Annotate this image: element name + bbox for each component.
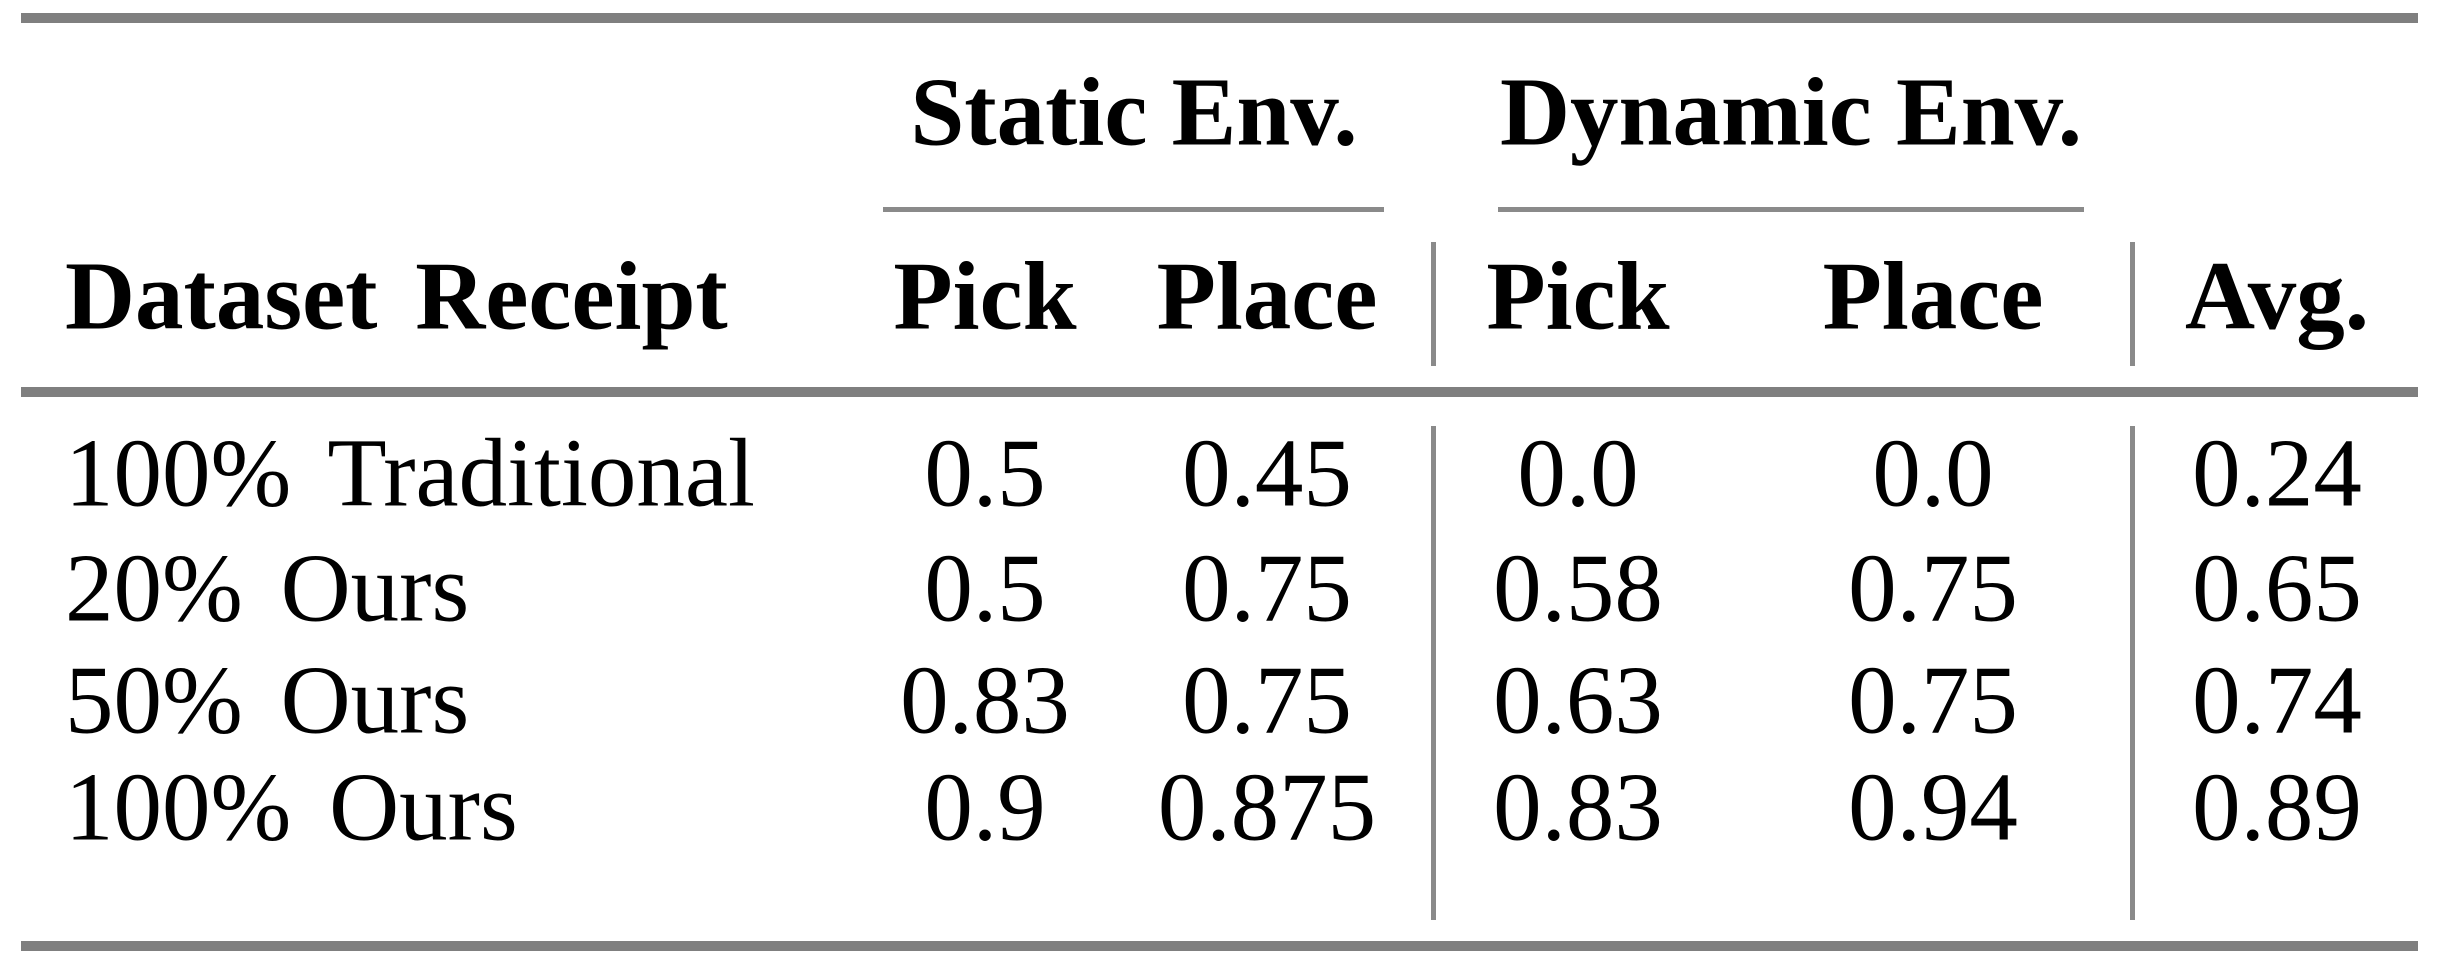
row-label: 100% Ours [65, 753, 518, 861]
vertical-separator-static-dynamic-body [1431, 426, 1436, 920]
table-cell: 0.94 [1848, 753, 2018, 861]
table-cell: 0.0 [1517, 419, 1639, 527]
table-cell: 0.9 [924, 753, 1046, 861]
table-header-rule [21, 387, 2418, 397]
row-label: 50% Ours [65, 646, 470, 754]
table-cell: 0.75 [1182, 534, 1352, 642]
table-bottom-rule [21, 941, 2418, 951]
static-env-underline [883, 207, 1384, 212]
table-cell: 0.89 [2192, 753, 2362, 861]
table-cell: 0.45 [1182, 419, 1352, 527]
col-header-dataset-receipt: Dataset Receipt [65, 242, 728, 350]
table-cell: 0.83 [1493, 753, 1663, 861]
table-cell: 0.74 [2192, 646, 2362, 754]
table-cell: 0.58 [1493, 534, 1663, 642]
table-cell: 0.65 [2192, 534, 2362, 642]
row-label: 100% Traditional [65, 419, 755, 527]
col-header-static-place: Place [1156, 242, 1378, 350]
dynamic-env-underline [1498, 207, 2084, 212]
col-group-static-env: Static Env. [910, 58, 1358, 166]
table-cell: 0.75 [1182, 646, 1352, 754]
col-header-dynamic-place: Place [1822, 242, 2044, 350]
table-cell: 0.5 [924, 419, 1046, 527]
table-cell: 0.63 [1493, 646, 1663, 754]
col-header-dynamic-pick: Pick [1486, 242, 1670, 350]
table-cell: 0.5 [924, 534, 1046, 642]
table-cell: 0.75 [1848, 534, 2018, 642]
vertical-separator-dynamic-avg-body [2130, 426, 2135, 920]
col-group-dynamic-env: Dynamic Env. [1499, 58, 2083, 166]
table-top-rule [21, 13, 2418, 23]
table-cell: 0.24 [2192, 419, 2362, 527]
row-label: 20% Ours [65, 534, 470, 642]
table-cell: 0.875 [1157, 753, 1377, 861]
vertical-separator-dynamic-avg-header [2130, 242, 2135, 366]
col-header-avg: Avg. [2184, 242, 2370, 350]
table-cell: 0.0 [1872, 419, 1994, 527]
col-header-static-pick: Pick [893, 242, 1077, 350]
vertical-separator-static-dynamic-header [1431, 242, 1436, 366]
table-cell: 0.75 [1848, 646, 2018, 754]
table-cell: 0.83 [900, 646, 1070, 754]
